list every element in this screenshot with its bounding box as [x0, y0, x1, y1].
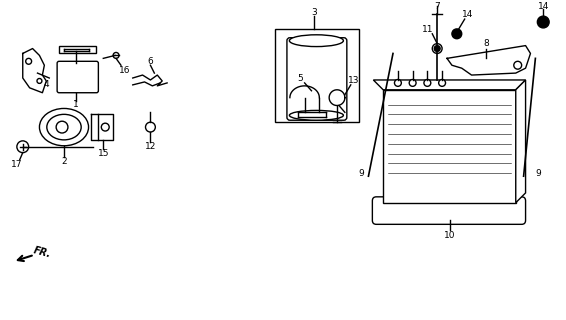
Text: 11: 11 [422, 25, 433, 34]
Text: 4: 4 [44, 80, 49, 89]
Text: 9: 9 [359, 169, 365, 178]
Text: 6: 6 [148, 57, 153, 66]
Text: 10: 10 [444, 231, 456, 240]
Text: 14: 14 [538, 2, 549, 11]
Text: 13: 13 [348, 76, 359, 85]
Text: 9: 9 [535, 169, 541, 178]
FancyBboxPatch shape [372, 197, 526, 224]
Circle shape [424, 79, 431, 86]
Text: 15: 15 [97, 149, 109, 158]
Bar [275, 29, 359, 122]
Circle shape [395, 79, 401, 86]
Ellipse shape [47, 114, 81, 140]
Text: 2: 2 [61, 157, 67, 166]
Ellipse shape [289, 110, 344, 120]
Text: 1: 1 [73, 100, 79, 109]
Circle shape [434, 45, 440, 52]
Ellipse shape [289, 35, 344, 47]
Text: 8: 8 [483, 39, 489, 48]
Text: 14: 14 [462, 10, 473, 19]
Circle shape [439, 79, 445, 86]
Circle shape [409, 79, 416, 86]
Polygon shape [516, 80, 526, 203]
Text: 12: 12 [145, 142, 156, 151]
Text: 3: 3 [311, 8, 318, 17]
FancyBboxPatch shape [287, 38, 347, 120]
Text: 16: 16 [119, 66, 131, 75]
Circle shape [537, 16, 549, 28]
Circle shape [452, 29, 462, 39]
Text: 17: 17 [11, 160, 23, 169]
Ellipse shape [40, 108, 88, 146]
Text: 5: 5 [297, 75, 303, 84]
FancyBboxPatch shape [57, 61, 98, 93]
Text: FR.: FR. [33, 245, 53, 260]
Bar [383, 90, 516, 203]
Text: 7: 7 [434, 2, 440, 11]
Polygon shape [374, 80, 526, 90]
Bar [59, 45, 96, 53]
